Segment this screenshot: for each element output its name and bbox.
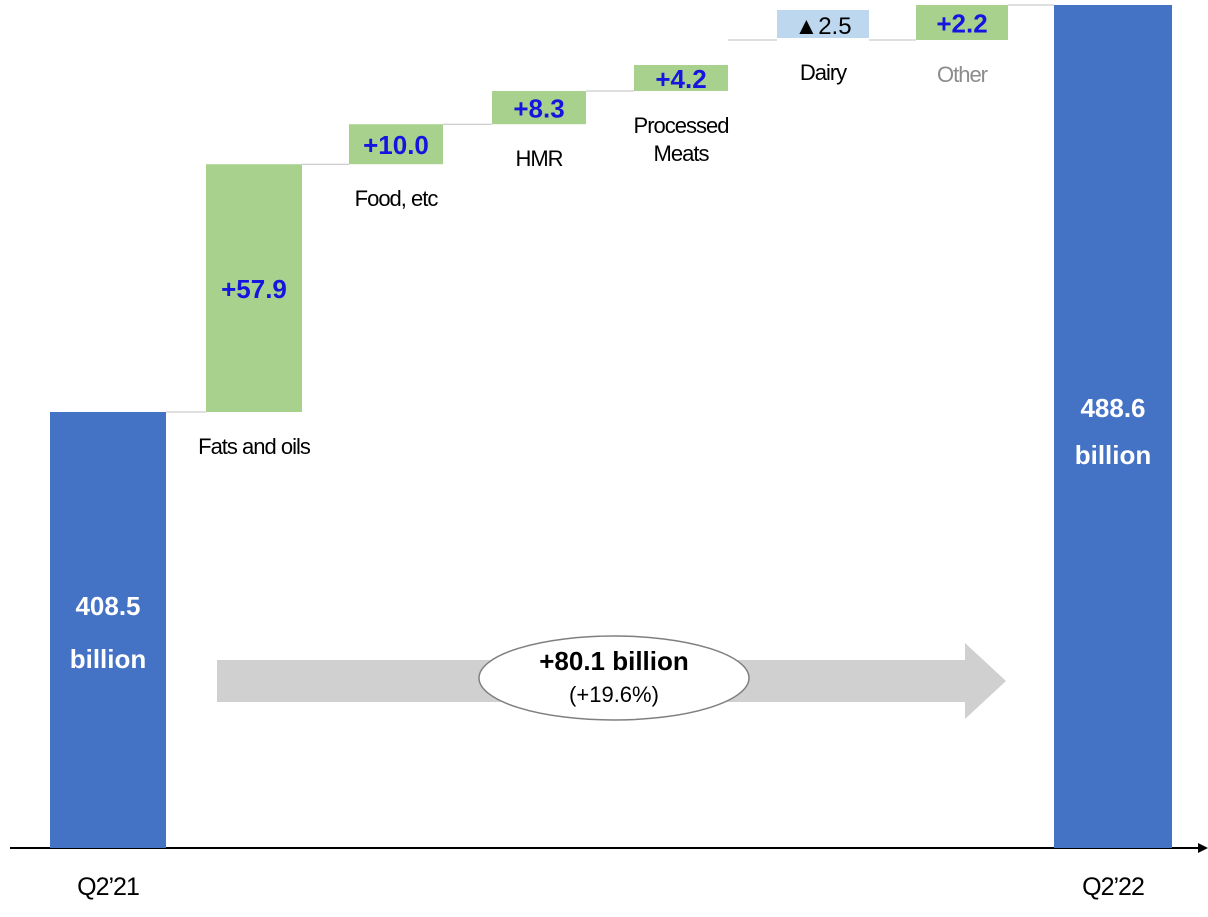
step-category-label: Fats and oils [198,434,311,459]
step-value-label: +4.2 [655,64,706,94]
summary-total-change: +80.1 billion [539,646,689,676]
step-value-label: ▲2.5 [794,13,851,40]
step-bar-processed-meats [634,64,728,91]
step-bar-food-etc [349,124,443,165]
end-total-unit: billion [1075,440,1152,470]
end-category-label: Q2’22 [1082,873,1144,901]
step-value-label: +2.2 [936,9,987,39]
end-total-value: 488.6 [1080,393,1145,423]
start-category-label: Q2’21 [77,873,139,901]
step-bar-fats-and-oils [206,164,302,412]
step-category-label: Processed [634,113,729,138]
step-category-label: Food, etc [355,186,439,211]
step-category-label: HMR [515,146,562,171]
start-total-value: 408.5 [75,591,140,621]
step-value-label: +57.9 [221,274,287,304]
step-value-label: +10.0 [363,130,429,160]
step-bar-hmr [492,90,586,125]
step-category-label: Other [937,62,988,87]
step-value-label: +8.3 [513,94,564,124]
x-axis-arrowhead [1198,843,1208,853]
start-total-unit: billion [70,644,147,674]
step-bar-dairy [777,10,869,38]
summary-percent-change: (+19.6%) [569,682,659,707]
end-total-bar [1054,5,1172,848]
step-bar-other [916,5,1008,40]
start-total-bar [50,412,166,848]
step-category-label: Meats [654,141,710,166]
summary-ellipse [478,635,750,721]
step-category-label: Dairy [800,60,847,85]
